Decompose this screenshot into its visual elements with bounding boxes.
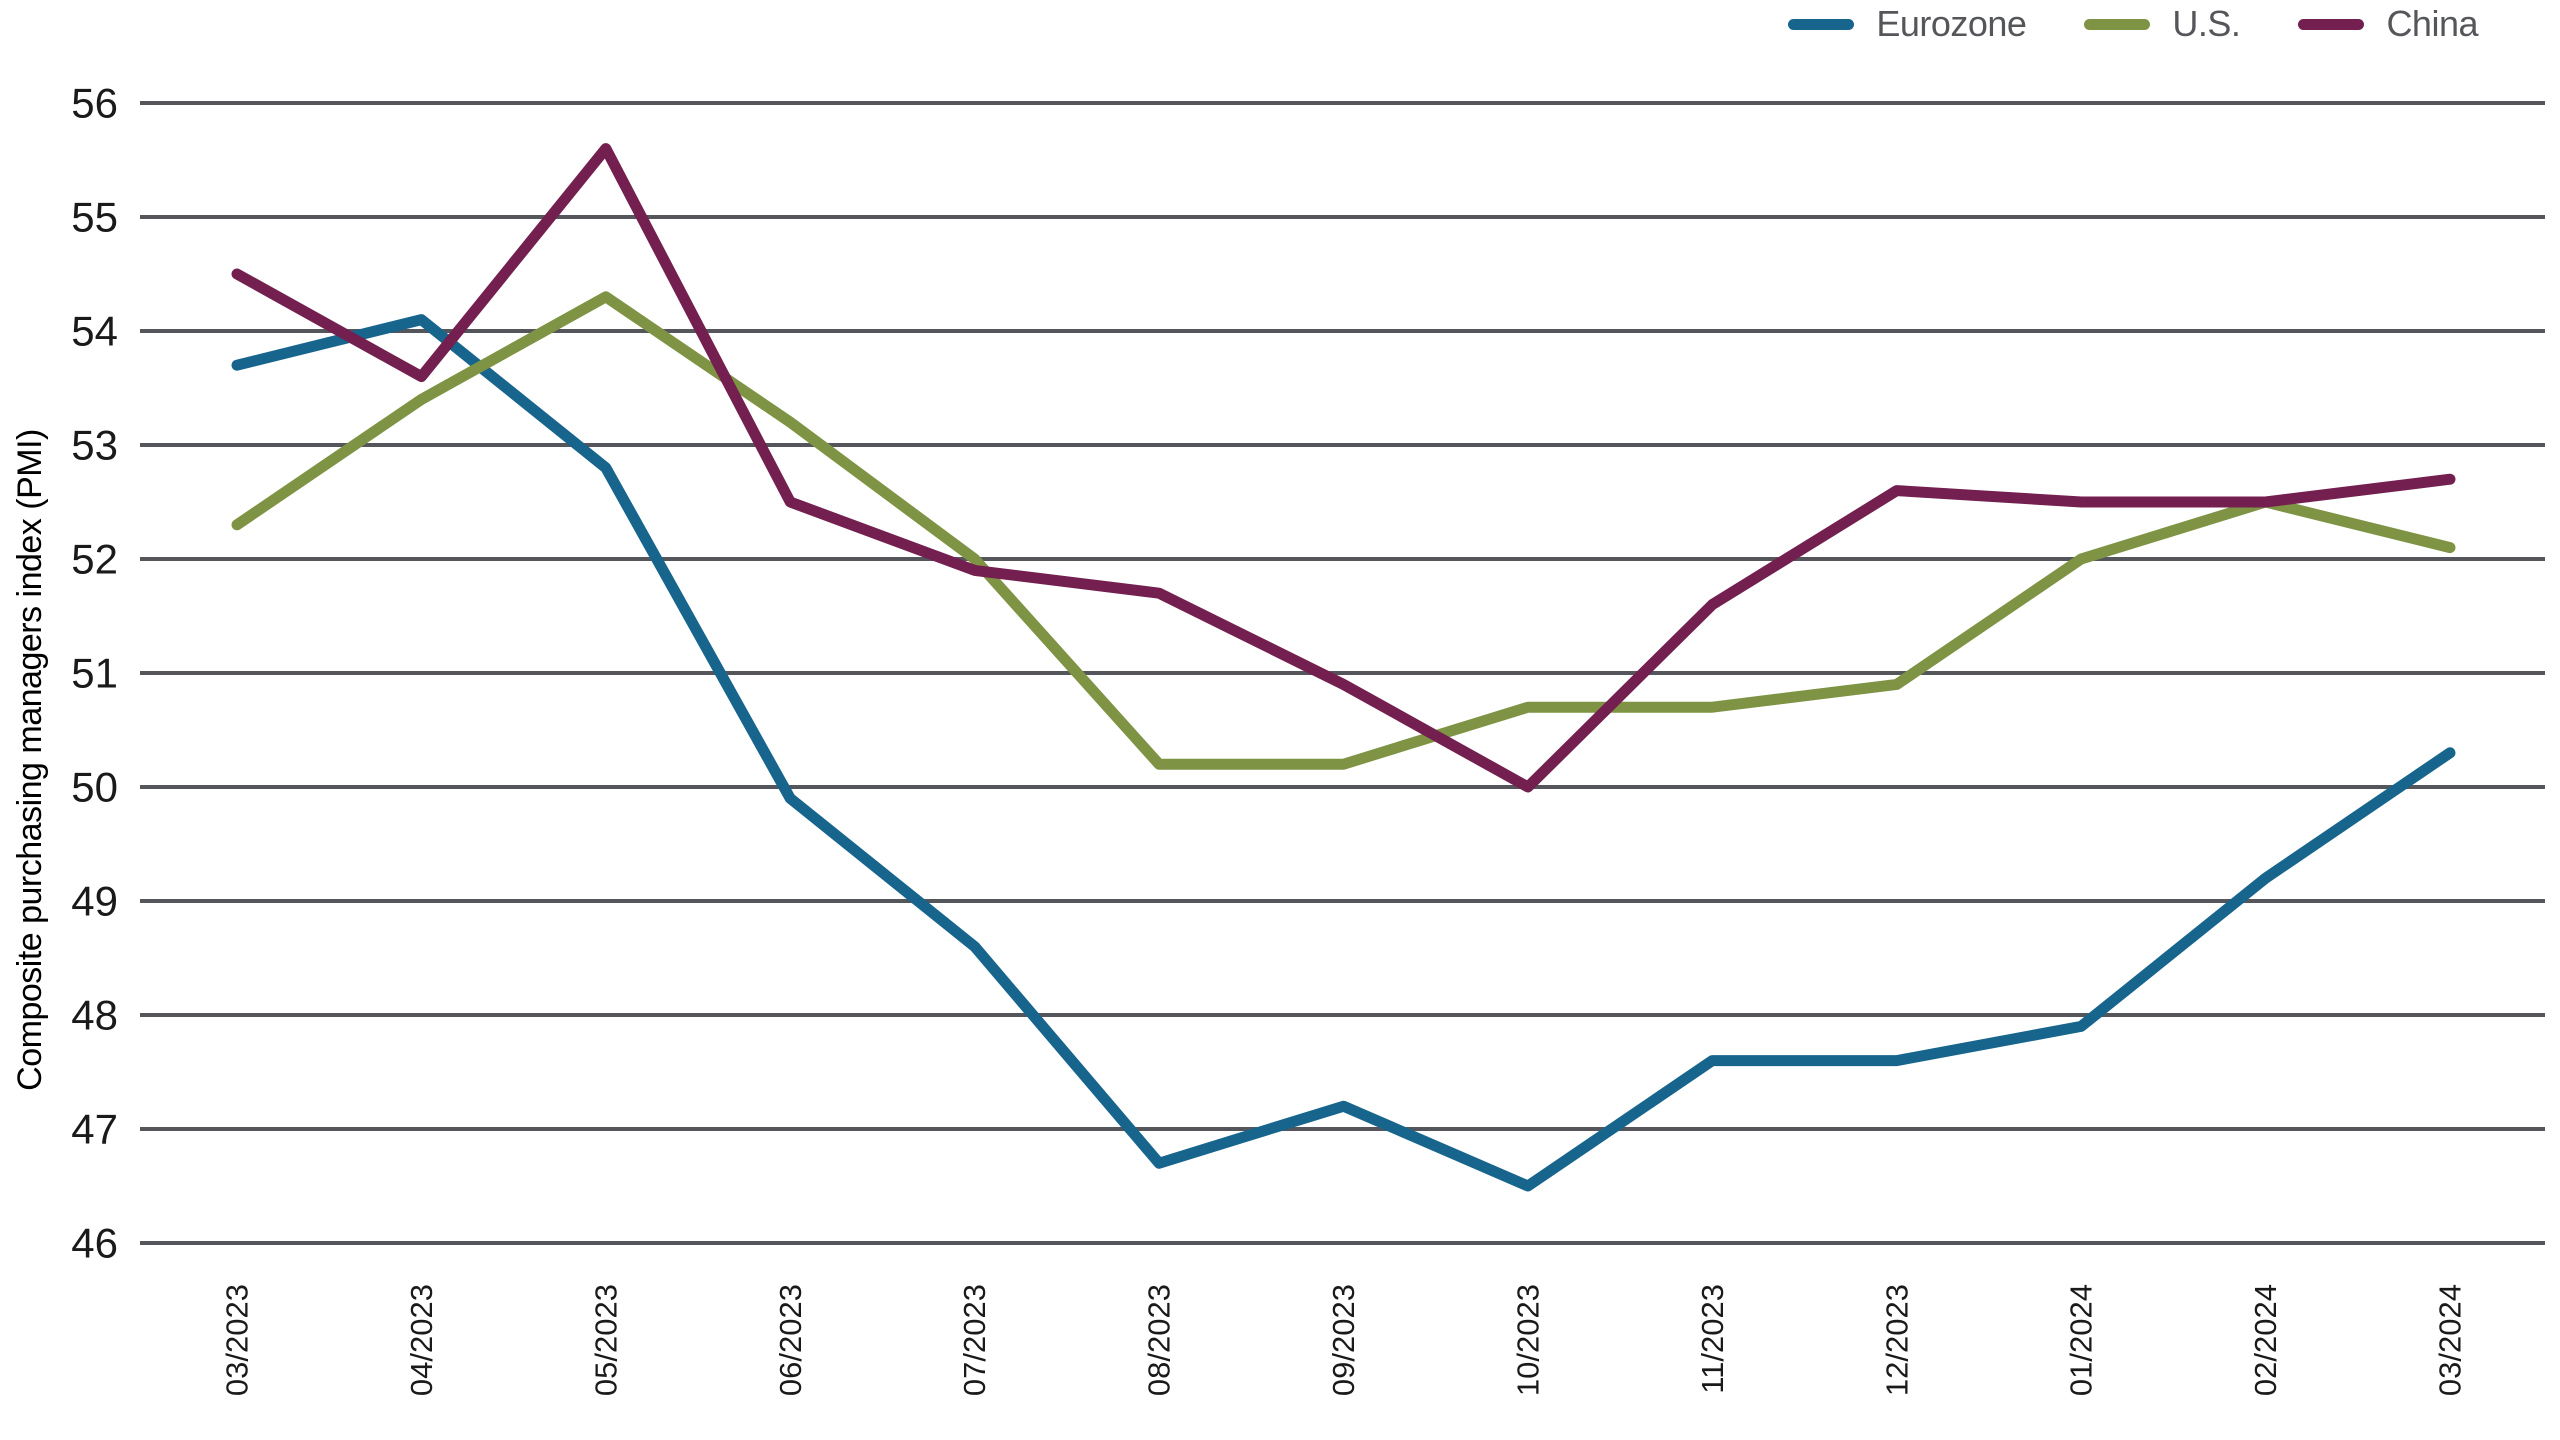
- x-tick-label-06-2023: 06/2023: [773, 1284, 808, 1396]
- x-tick-label-08-2023: 08/2023: [1142, 1284, 1177, 1396]
- legend-item-china: China: [2298, 3, 2478, 45]
- x-tick-label-02-2024: 02/2024: [2248, 1284, 2283, 1396]
- y-axis-tick-labels: 46 47 48 49 50 51 52 53 54 55 56: [71, 80, 118, 1267]
- y-axis-title: Composite purchasing managers index (PMI…: [11, 429, 49, 1091]
- y-tick-label-50: 50: [71, 764, 118, 811]
- legend-label-eurozone: Eurozone: [1876, 3, 2027, 44]
- y-tick-label-55: 55: [71, 194, 118, 241]
- legend-swatch-us: [2084, 18, 2151, 30]
- legend-item-eurozone: Eurozone: [1788, 3, 2027, 45]
- x-tick-label-03-2024: 03/2024: [2433, 1284, 2468, 1396]
- y-tick-label-54: 54: [71, 308, 118, 355]
- legend-label-us: U.S.: [2172, 3, 2241, 44]
- y-tick-label-51: 51: [71, 650, 118, 697]
- x-tick-label-05-2023: 05/2023: [588, 1284, 623, 1396]
- legend-swatch-china: [2298, 18, 2365, 30]
- x-tick-label-01-2024: 01/2024: [2064, 1284, 2099, 1396]
- x-tick-label-04-2023: 04/2023: [404, 1284, 439, 1396]
- y-tick-label-52: 52: [71, 536, 118, 583]
- x-axis-tick-labels: 03/2023 04/2023 05/2023 06/2023 07/2023 08/20…: [220, 1284, 2468, 1396]
- y-tick-label-53: 53: [71, 422, 118, 469]
- legend-label-china: China: [2386, 3, 2478, 44]
- y-tick-label-46: 46: [71, 1220, 118, 1267]
- x-tick-label-07-2023: 07/2023: [957, 1284, 992, 1396]
- x-tick-label-11-2023: 11/2023: [1695, 1284, 1730, 1394]
- x-tick-label-12-2023: 12/2023: [1879, 1284, 1914, 1396]
- series-lines: [231, 143, 2456, 1192]
- line-us: [231, 291, 2456, 770]
- legend-item-us: U.S.: [2084, 3, 2241, 45]
- legend-swatch-eurozone: [1788, 18, 1855, 30]
- x-tick-label-03-2023: 03/2023: [220, 1284, 255, 1396]
- y-tick-label-49: 49: [71, 878, 118, 925]
- y-tick-label-48: 48: [71, 992, 118, 1039]
- y-tick-label-56: 56: [71, 80, 118, 127]
- line-eurozone: [231, 314, 2456, 1192]
- x-tick-label-10-2023: 10/2023: [1510, 1284, 1545, 1396]
- chart-legend: Eurozone U.S. China: [1788, 2, 2478, 46]
- x-tick-label-09-2023: 09/2023: [1326, 1284, 1361, 1396]
- line-china: [231, 143, 2456, 793]
- y-tick-label-47: 47: [71, 1106, 118, 1153]
